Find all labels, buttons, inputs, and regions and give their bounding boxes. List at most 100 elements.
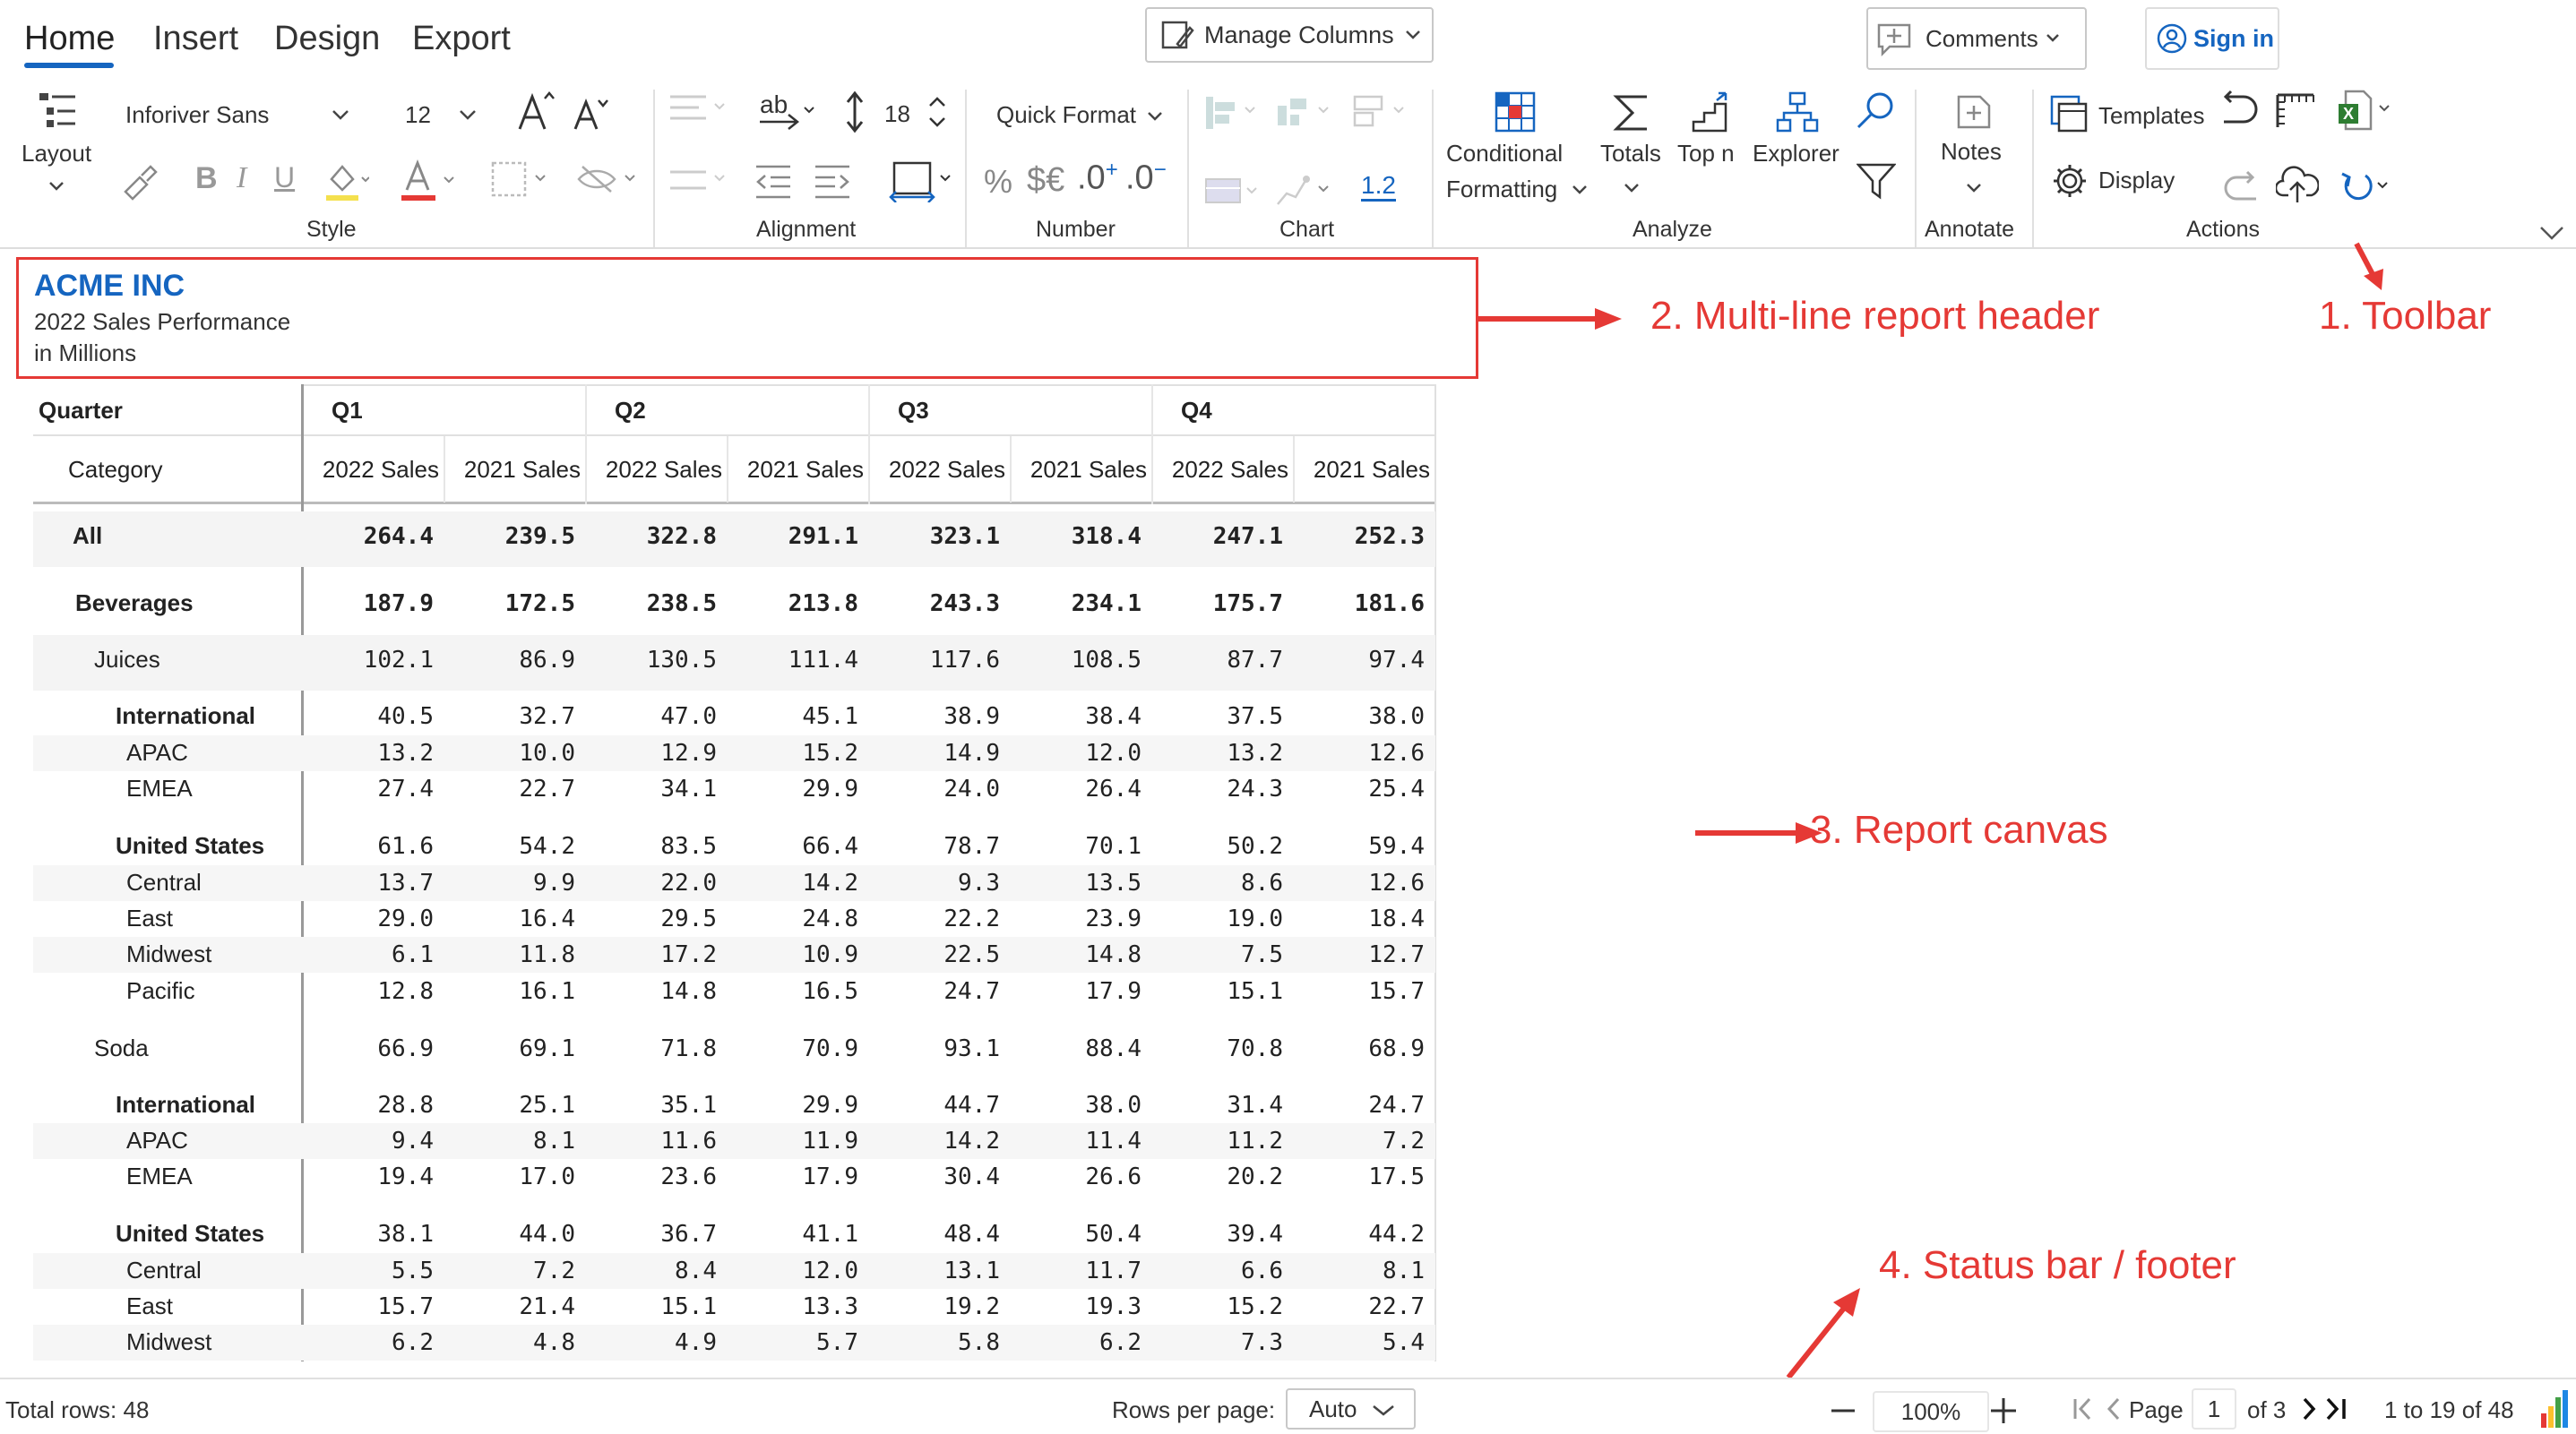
value-cell[interactable]: 264.4 (363, 523, 434, 550)
value-cell[interactable]: 31.4 (1227, 1092, 1283, 1119)
value-cell[interactable]: 15.2 (802, 740, 858, 767)
row-label[interactable]: United States (116, 1220, 265, 1247)
font-family-select[interactable]: Inforiver Sans (109, 90, 364, 140)
value-cell[interactable]: 37.5 (1227, 703, 1283, 730)
value-cell[interactable]: 17.9 (1085, 978, 1142, 1005)
decrease-decimal-icon[interactable]: .0− (1125, 158, 1167, 197)
value-cell[interactable]: 24.3 (1227, 776, 1283, 803)
value-cell[interactable]: 12.0 (1085, 740, 1142, 767)
value-cell[interactable]: 23.6 (660, 1164, 717, 1190)
row-label[interactable]: Soda (94, 1035, 149, 1061)
measure-header[interactable]: 2021 Sales (746, 456, 864, 483)
manage-columns-button[interactable]: Manage Columns (1145, 7, 1434, 63)
value-cell[interactable]: 5.7 (816, 1329, 858, 1356)
value-cell[interactable]: 4.9 (675, 1329, 717, 1356)
value-cell[interactable]: 44.7 (943, 1092, 1000, 1119)
value-cell[interactable]: 36.7 (660, 1221, 717, 1248)
value-cell[interactable]: 12.0 (802, 1258, 858, 1284)
value-cell[interactable]: 86.9 (519, 647, 575, 674)
row-label[interactable]: All (73, 522, 103, 549)
filter-icon[interactable] (1857, 161, 1896, 201)
next-page-icon[interactable] (2301, 1397, 2319, 1421)
increase-indent-icon[interactable] (812, 161, 853, 201)
tab-design[interactable]: Design (274, 20, 381, 57)
row-height-value[interactable]: 18 (884, 100, 910, 127)
value-cell[interactable]: 24.0 (943, 776, 1000, 803)
value-cell[interactable]: 17.0 (519, 1164, 575, 1190)
value-cell[interactable]: 6.1 (392, 941, 434, 968)
hide-icon[interactable] (575, 161, 642, 197)
value-cell[interactable]: 8.1 (533, 1128, 575, 1155)
measure-header[interactable]: 2022 Sales (322, 456, 439, 483)
table-chart-icon[interactable] (1204, 176, 1269, 208)
value-cell[interactable]: 28.8 (377, 1092, 434, 1119)
value-cell[interactable]: 12.7 (1368, 941, 1425, 968)
row-label[interactable]: Midwest (126, 940, 212, 967)
quarter-header-q1[interactable]: Q1 (332, 397, 363, 424)
value-cell[interactable]: 29.9 (802, 1092, 858, 1119)
value-cell[interactable]: 7.5 (1241, 941, 1283, 968)
currency-format-icon[interactable]: $€ (1027, 161, 1065, 199)
value-cell[interactable]: 213.8 (788, 590, 858, 617)
value-cell[interactable]: 26.6 (1085, 1164, 1142, 1190)
value-cell[interactable]: 13.7 (377, 870, 434, 897)
redo-icon[interactable] (2220, 165, 2260, 204)
value-cell[interactable]: 29.9 (802, 776, 858, 803)
increase-decimal-icon[interactable]: .0+ (1077, 158, 1118, 197)
totals-button[interactable]: Totals (1595, 90, 1670, 206)
value-cell[interactable]: 71.8 (660, 1035, 717, 1062)
value-cell[interactable]: 4.8 (533, 1329, 575, 1356)
tab-export[interactable]: Export (412, 20, 511, 57)
value-cell[interactable]: 23.9 (1085, 906, 1142, 932)
zoom-in-icon[interactable] (1991, 1398, 2016, 1423)
data-label-icon[interactable]: 1.2 (1361, 172, 1396, 202)
row-label[interactable]: EMEA (126, 775, 193, 802)
variance-chart-icon[interactable] (1276, 93, 1340, 133)
value-cell[interactable]: 102.1 (363, 647, 434, 674)
value-cell[interactable]: 38.9 (943, 703, 1000, 730)
percent-format-icon[interactable]: % (984, 163, 1013, 200)
value-cell[interactable]: 19.0 (1227, 906, 1283, 932)
row-label[interactable]: EMEA (126, 1163, 193, 1189)
row-label[interactable]: Central (126, 869, 202, 896)
rows-per-page-select[interactable]: Auto (1286, 1388, 1416, 1430)
value-cell[interactable]: 11.4 (1085, 1128, 1142, 1155)
value-cell[interactable]: 175.7 (1212, 590, 1283, 617)
value-cell[interactable]: 44.2 (1368, 1221, 1425, 1248)
value-cell[interactable]: 30.4 (943, 1164, 1000, 1190)
value-cell[interactable]: 318.4 (1071, 523, 1142, 550)
bar-chart-icon[interactable] (1204, 93, 1269, 133)
font-color-icon[interactable] (401, 158, 457, 202)
value-cell[interactable]: 9.9 (533, 870, 575, 897)
freeze-columns-icon[interactable] (2274, 90, 2317, 131)
value-cell[interactable]: 13.3 (802, 1293, 858, 1320)
sign-in-button[interactable]: Sign in (2145, 7, 2279, 70)
value-cell[interactable]: 22.5 (943, 941, 1000, 968)
fill-color-icon[interactable] (324, 159, 369, 202)
measure-header[interactable]: 2022 Sales (605, 456, 722, 483)
chart-layout-icon[interactable] (1353, 93, 1417, 133)
first-page-icon[interactable] (2072, 1397, 2095, 1421)
row-label[interactable]: Juices (94, 646, 160, 673)
value-cell[interactable]: 16.1 (519, 978, 575, 1005)
value-cell[interactable]: 172.5 (504, 590, 575, 617)
value-cell[interactable]: 11.2 (1227, 1128, 1283, 1155)
category-header-label[interactable]: Category (68, 456, 163, 483)
value-cell[interactable]: 16.5 (802, 978, 858, 1005)
conditional-formatting-button[interactable]: Conditional Formatting (1444, 90, 1595, 206)
value-cell[interactable]: 323.1 (929, 523, 1000, 550)
prev-page-icon[interactable] (2104, 1397, 2122, 1421)
value-cell[interactable]: 24.7 (1368, 1092, 1425, 1119)
value-cell[interactable]: 70.1 (1085, 833, 1142, 860)
value-cell[interactable]: 12.6 (1368, 870, 1425, 897)
value-cell[interactable]: 26.4 (1085, 776, 1142, 803)
value-cell[interactable]: 66.4 (802, 833, 858, 860)
value-cell[interactable]: 234.1 (1071, 590, 1142, 617)
row-label[interactable]: Pacific (126, 977, 195, 1004)
excel-export-icon[interactable]: X (2337, 90, 2394, 131)
value-cell[interactable]: 29.5 (660, 906, 717, 932)
value-cell[interactable]: 19.4 (377, 1164, 434, 1190)
explorer-button[interactable]: Explorer (1751, 90, 1849, 170)
quarter-header-q4[interactable]: Q4 (1181, 397, 1212, 424)
value-cell[interactable]: 247.1 (1212, 523, 1283, 550)
